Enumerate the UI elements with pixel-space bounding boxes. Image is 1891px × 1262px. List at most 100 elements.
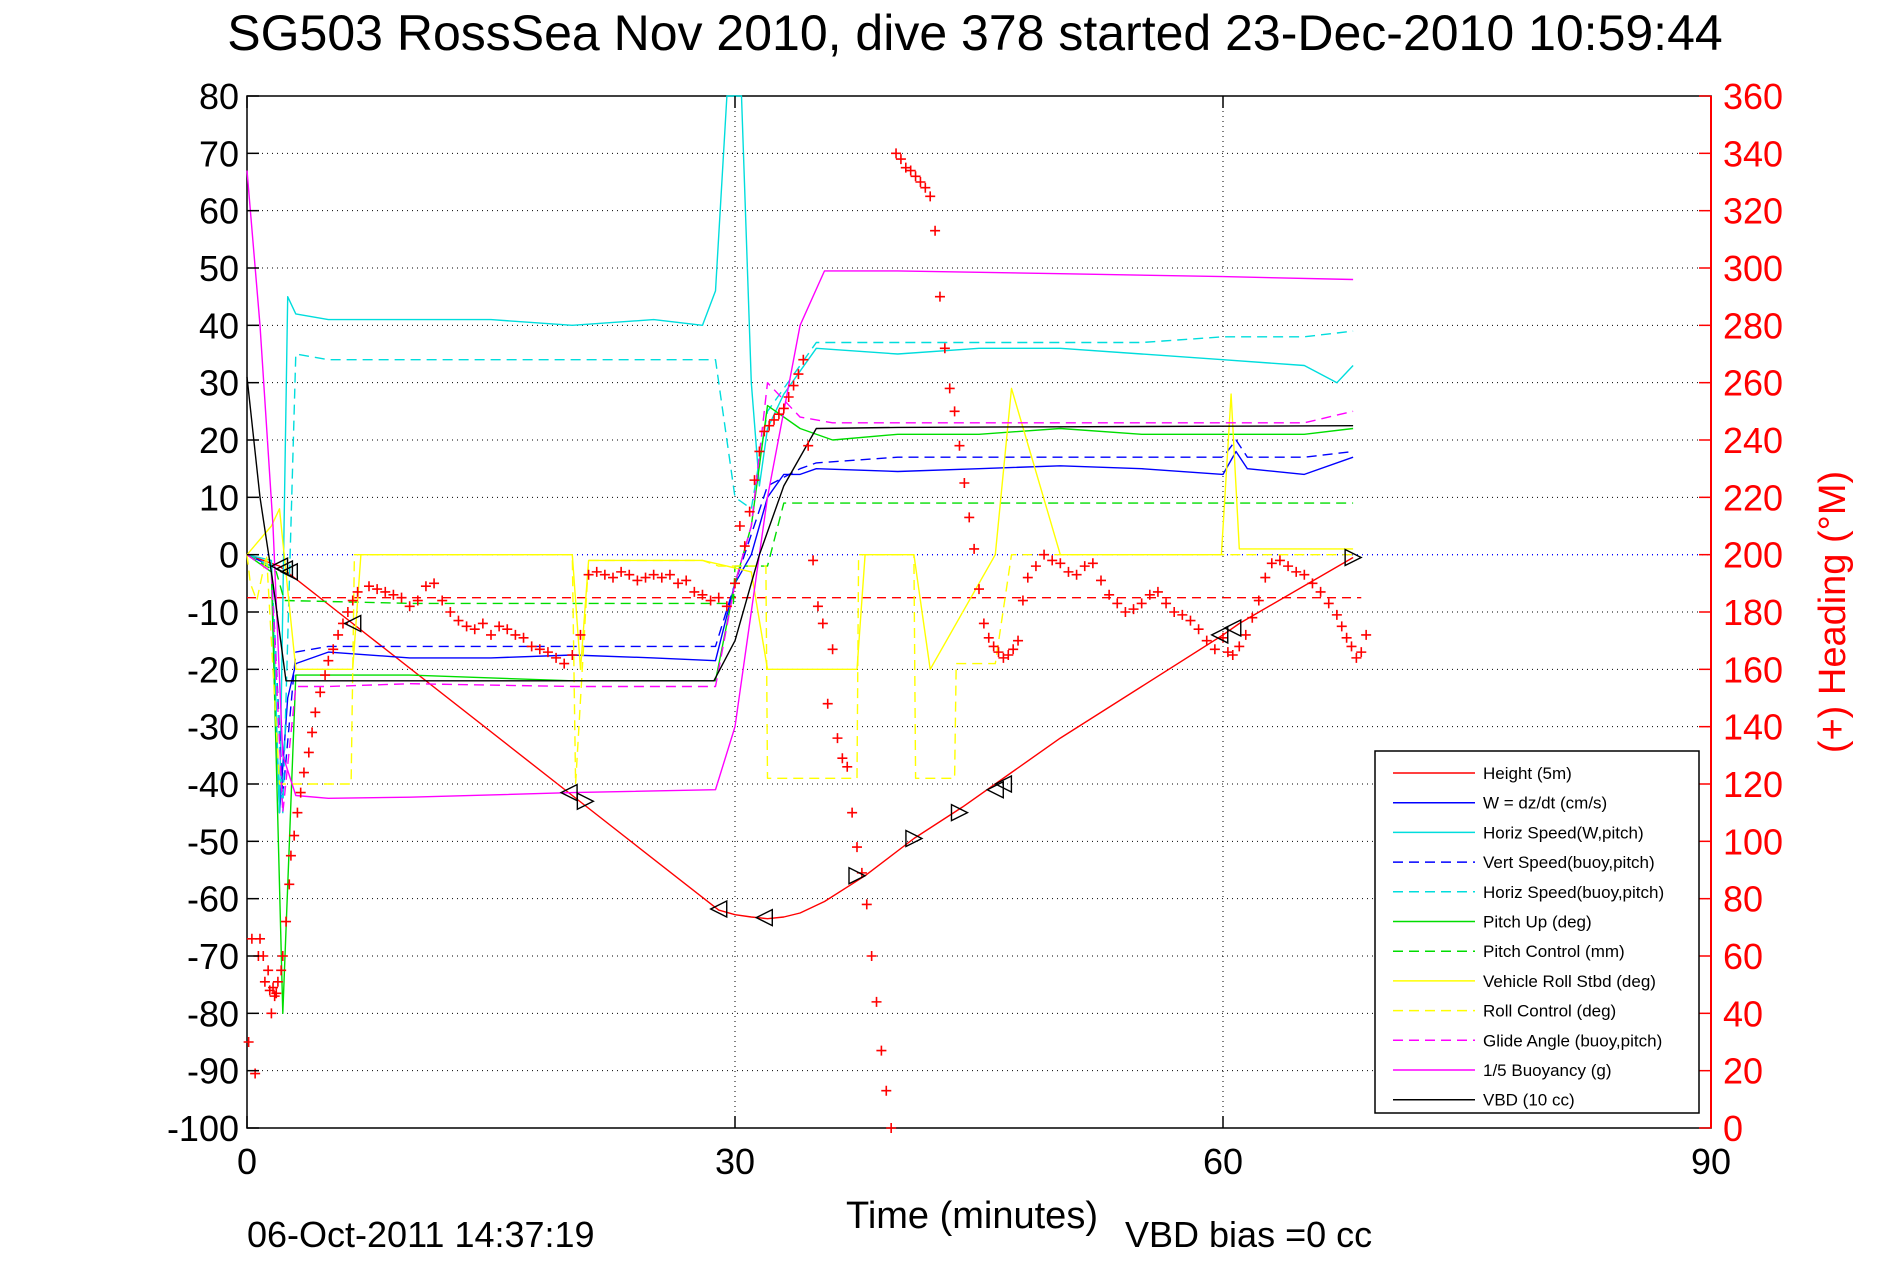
heading-point <box>730 578 740 589</box>
heading-point <box>1260 572 1271 583</box>
heading-point <box>284 879 295 890</box>
heading-point <box>259 976 270 987</box>
heading-point <box>1177 609 1188 620</box>
heading-point <box>944 383 955 394</box>
heading-point <box>255 933 266 944</box>
heading-point <box>608 572 618 583</box>
heading-point <box>656 572 667 583</box>
y2-tick-label: 280 <box>1723 305 1783 346</box>
heading-point <box>263 965 274 976</box>
heading-point <box>978 618 989 629</box>
heading-point <box>534 644 545 655</box>
heading-point <box>1351 652 1362 663</box>
heading-point <box>749 475 760 486</box>
legend-label: Vehicle Roll Stbd (deg) <box>1483 972 1656 991</box>
legend-label: Roll Control (deg) <box>1483 1002 1616 1021</box>
heading-point <box>808 555 819 566</box>
heading-point <box>734 521 745 531</box>
heading-point <box>591 566 602 577</box>
heading-point <box>1039 549 1050 560</box>
heading-point <box>697 589 708 600</box>
heading-point <box>616 566 627 577</box>
heading-point <box>583 569 594 580</box>
heading-point <box>954 440 965 451</box>
heading-point <box>1291 566 1302 577</box>
heading-point <box>1008 644 1019 655</box>
y2-tick-label: 160 <box>1723 649 1783 690</box>
heading-point <box>289 830 300 841</box>
heading-point <box>1030 561 1041 572</box>
heading-point <box>1096 575 1106 586</box>
heading-point <box>1071 569 1082 580</box>
y2-tick-label: 60 <box>1723 936 1763 977</box>
y2-tick-label: 300 <box>1723 248 1783 289</box>
height-marker-right <box>576 792 595 811</box>
heading-point <box>526 641 537 652</box>
heading-point <box>769 414 780 425</box>
y-tick-label: 0 <box>219 535 239 576</box>
heading-point <box>298 767 309 778</box>
y-tick-label: 10 <box>199 477 239 518</box>
heading-point <box>372 584 383 595</box>
series-1-5-buoyancy-g <box>246 170 1354 799</box>
legend-label: Vert Speed(buoy,pitch) <box>1483 853 1655 872</box>
heading-point <box>315 687 326 698</box>
y-tick-label: -80 <box>187 993 239 1034</box>
height-marker-left <box>985 780 1004 799</box>
series-w-dz-dt-cm-s <box>246 450 1354 814</box>
heading-point <box>567 650 578 660</box>
heading-point <box>1055 558 1066 569</box>
heading-point <box>1201 635 1212 646</box>
legend-label: Pitch Control (mm) <box>1483 942 1625 961</box>
heading-point <box>689 586 700 597</box>
heading-point <box>1266 558 1277 569</box>
heading-point <box>347 595 358 606</box>
y2-tick-label: 80 <box>1723 879 1763 920</box>
chart-title: SG503 RossSea Nov 2010, dive 378 started… <box>227 5 1722 61</box>
heading-point <box>739 541 750 552</box>
y2-tick-label: 0 <box>1723 1108 1743 1149</box>
heading-point <box>1315 586 1326 597</box>
heading-point <box>1128 604 1139 615</box>
heading-point <box>1047 555 1058 566</box>
series-horiz-speed-w-pitch <box>246 95 1354 814</box>
y-tick-label: 50 <box>199 248 239 289</box>
heading-point <box>285 850 296 861</box>
series-vbd-10-cc <box>246 376 1354 682</box>
heading-point <box>1185 615 1196 626</box>
heading-point <box>861 899 872 910</box>
heading-point <box>640 572 651 583</box>
y-tick-label: -30 <box>187 707 239 748</box>
heading-point <box>920 182 931 193</box>
heading-point <box>469 624 480 635</box>
heading-point <box>477 618 488 629</box>
legend-box <box>1374 750 1700 1114</box>
height-marker-right <box>905 829 924 848</box>
heading-point <box>1022 572 1033 583</box>
heading-point <box>1104 589 1115 600</box>
y-tick-label: -70 <box>187 936 239 977</box>
heading-point <box>258 951 269 961</box>
heading-point <box>599 569 610 580</box>
heading-point <box>307 727 318 738</box>
y2-tick-label: 220 <box>1723 477 1783 518</box>
heading-point <box>1361 629 1372 640</box>
heading-point <box>277 951 288 961</box>
heading-point <box>988 641 999 652</box>
heading-point <box>1063 566 1074 577</box>
y2-tick-label: 240 <box>1723 420 1783 461</box>
legend-label: 1/5 Buoyancy (g) <box>1483 1061 1612 1080</box>
legend-label: Height (5m) <box>1483 764 1572 783</box>
heading-point <box>915 177 926 187</box>
heading-point <box>764 420 775 431</box>
heading-point <box>788 380 799 391</box>
footer-vbd-bias: VBD bias =0 cc <box>1125 1214 1372 1255</box>
heading-point <box>1274 555 1285 566</box>
heading-point <box>1247 612 1258 623</box>
height-marker-right <box>1344 548 1363 567</box>
height-marker-left <box>1223 618 1242 638</box>
heading-point <box>268 982 279 993</box>
heading-point <box>1253 595 1264 606</box>
y2-tick-label: 20 <box>1723 1051 1763 1092</box>
